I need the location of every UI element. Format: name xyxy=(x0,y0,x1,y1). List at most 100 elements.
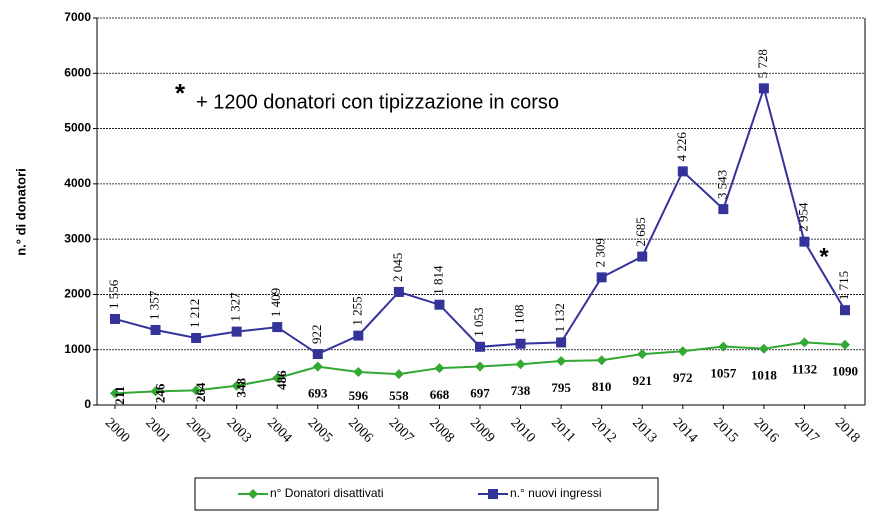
data-label: 1 409 xyxy=(268,288,283,317)
data-label: 1132 xyxy=(792,361,817,376)
point xyxy=(677,346,688,357)
x-tick-label: 2008 xyxy=(426,415,456,445)
x-tick-label: 2005 xyxy=(305,415,335,445)
point xyxy=(515,359,526,370)
point xyxy=(110,313,120,324)
data-label: 1 108 xyxy=(512,304,527,333)
x-tick-label: 2006 xyxy=(345,415,375,445)
data-label: 2 685 xyxy=(633,217,648,246)
y-tick-label: 0 xyxy=(84,397,91,411)
point xyxy=(353,367,364,378)
data-label: 5 728 xyxy=(755,49,770,78)
data-label: 921 xyxy=(632,373,652,388)
point xyxy=(488,489,498,499)
x-tick-label: 2017 xyxy=(791,415,821,445)
point xyxy=(637,251,648,262)
x-tick-label: 2011 xyxy=(548,415,578,445)
point xyxy=(231,380,242,391)
data-label: 486 xyxy=(274,370,289,390)
data-label: 596 xyxy=(349,388,369,403)
x-tick-label: 2001 xyxy=(142,415,172,445)
point xyxy=(475,361,485,372)
x-tick-label: 2004 xyxy=(264,415,294,445)
legend-box xyxy=(194,477,659,511)
point xyxy=(150,324,161,335)
point xyxy=(272,373,283,384)
point xyxy=(312,349,323,360)
point xyxy=(393,286,404,297)
x-tick-label: 2014 xyxy=(670,415,700,445)
point xyxy=(758,343,769,354)
x-tick-label: 2012 xyxy=(589,415,619,445)
data-label: 1 715 xyxy=(836,271,851,300)
data-label: 1 132 xyxy=(552,303,567,332)
point xyxy=(248,489,258,499)
data-label: 668 xyxy=(430,387,450,402)
y-tick-label: 2000 xyxy=(64,287,91,301)
point xyxy=(515,338,526,349)
y-tick-label: 1000 xyxy=(64,342,91,356)
point xyxy=(312,361,323,372)
data-label: 1 053 xyxy=(471,308,486,337)
point xyxy=(840,339,850,350)
legend-label: n.° nuovi ingressi xyxy=(510,486,602,500)
data-label: 1 255 xyxy=(349,296,364,325)
point xyxy=(718,341,729,352)
x-tick-label: 2010 xyxy=(507,415,537,445)
y-tick-label: 7000 xyxy=(64,10,91,24)
x-tick-label: 2007 xyxy=(386,415,416,445)
annotation: * xyxy=(175,78,186,108)
data-label: 558 xyxy=(389,388,409,403)
y-tick-label: 5000 xyxy=(64,121,91,135)
data-label: 1 556 xyxy=(106,279,121,309)
data-label: 4 226 xyxy=(674,132,689,162)
data-label: 2 954 xyxy=(795,202,810,232)
point xyxy=(110,388,120,399)
point xyxy=(758,83,769,94)
point xyxy=(677,166,688,177)
y-tick-label: 4000 xyxy=(64,176,91,190)
point xyxy=(353,330,364,341)
data-label: 3 543 xyxy=(714,170,729,199)
point xyxy=(596,272,607,283)
data-label: 697 xyxy=(470,385,490,400)
point xyxy=(556,337,567,348)
data-label: 1 212 xyxy=(187,299,202,328)
data-label: 2 045 xyxy=(390,253,405,282)
y-axis-label: n.° di donatori xyxy=(13,168,28,256)
x-tick-label: 2018 xyxy=(832,415,862,445)
point xyxy=(393,369,404,380)
point xyxy=(556,356,567,367)
point xyxy=(799,236,810,247)
data-label: 922 xyxy=(309,325,324,345)
data-label: 211 xyxy=(112,386,127,405)
point xyxy=(434,363,445,374)
data-label: 693 xyxy=(308,386,328,401)
data-label: 1057 xyxy=(710,366,737,381)
point xyxy=(272,322,283,333)
point xyxy=(191,385,202,396)
data-label: 348 xyxy=(234,378,249,398)
point xyxy=(150,386,161,397)
data-label: 1 327 xyxy=(228,292,243,322)
point xyxy=(718,204,729,215)
x-tick-label: 2015 xyxy=(710,415,740,445)
point xyxy=(475,341,485,352)
data-label: 810 xyxy=(592,379,612,394)
data-label: 1 814 xyxy=(430,265,445,295)
data-label: 1 357 xyxy=(147,290,162,320)
data-label: 795 xyxy=(551,380,571,395)
x-tick-label: 2009 xyxy=(467,415,497,445)
point xyxy=(434,299,445,310)
point xyxy=(596,355,607,366)
x-tick-label: 2016 xyxy=(751,415,781,445)
point xyxy=(637,349,648,360)
data-label: 1018 xyxy=(751,368,778,383)
data-label: 972 xyxy=(673,370,693,385)
point xyxy=(840,305,850,316)
point xyxy=(231,326,242,337)
data-label: 738 xyxy=(511,383,531,398)
x-tick-label: 2003 xyxy=(224,415,254,445)
data-label: 1090 xyxy=(832,364,858,379)
